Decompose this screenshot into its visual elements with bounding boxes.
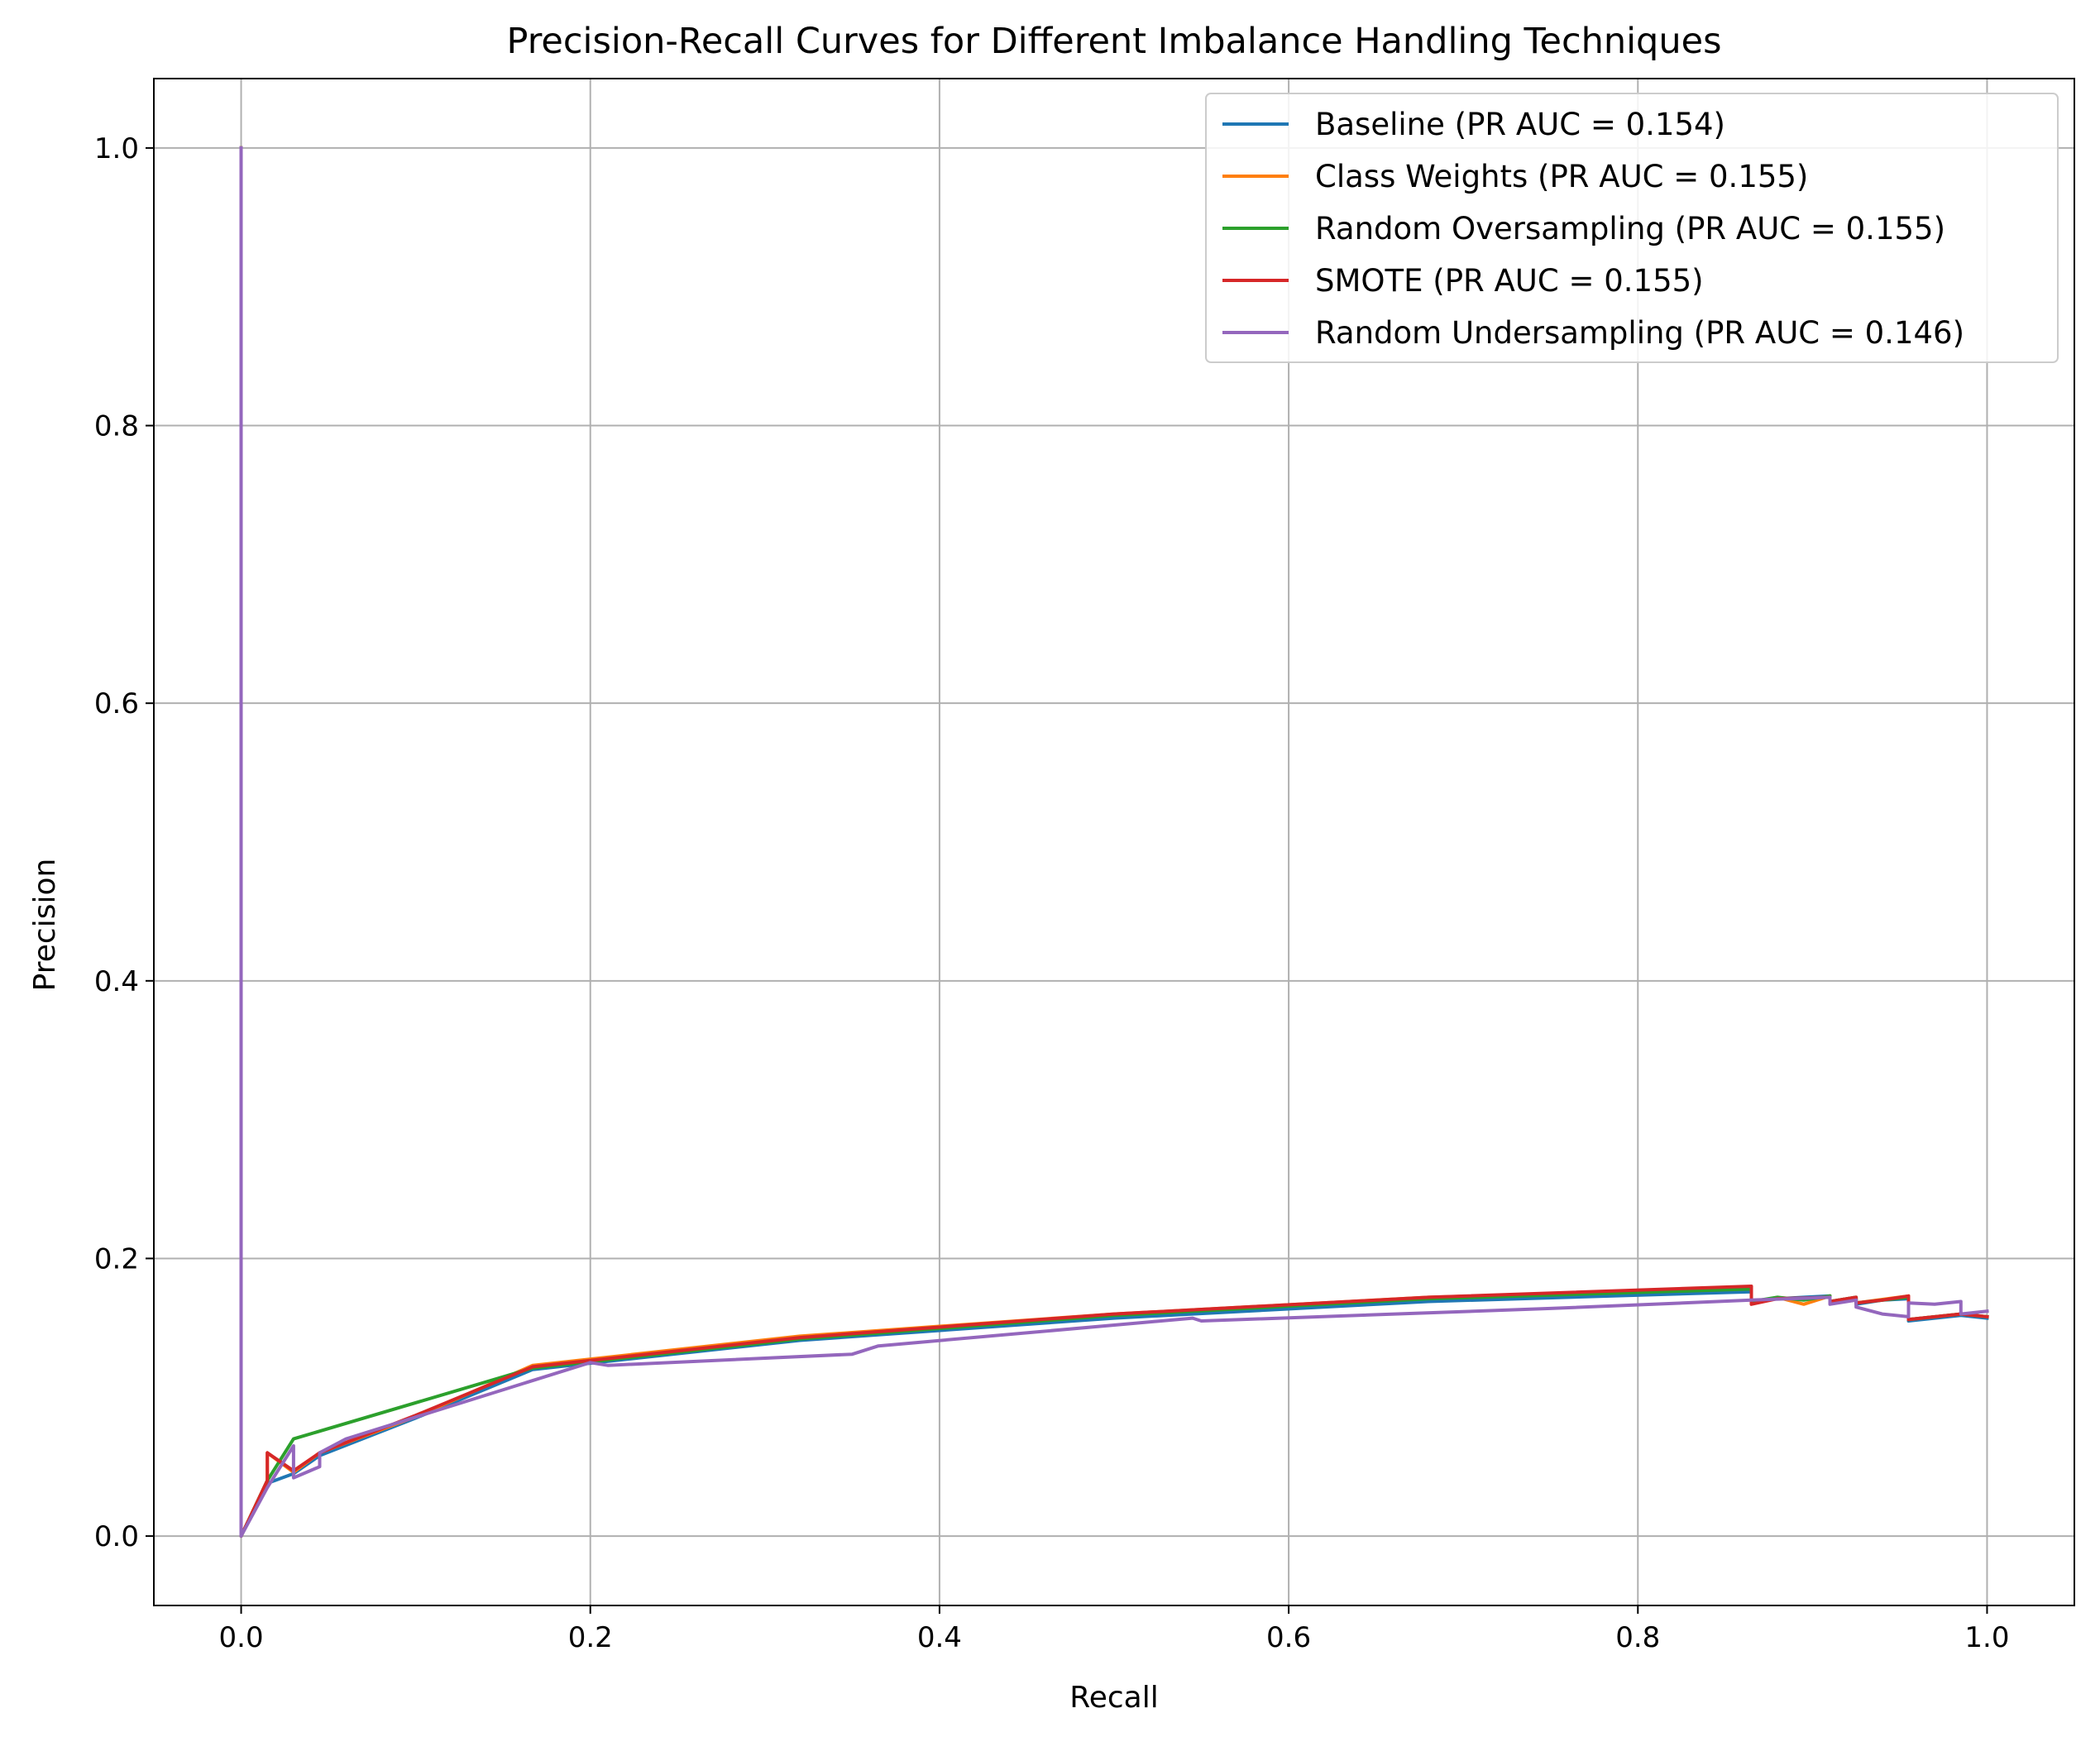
x-tick-label: 0.4	[917, 1621, 962, 1654]
series-lines	[239, 146, 1989, 1538]
y-tick-label: 0.2	[94, 1242, 139, 1275]
x-tick-label: 1.0	[1964, 1621, 2009, 1654]
legend-label: SMOTE (PR AUC = 0.155)	[1315, 263, 1704, 299]
x-tick-label: 0.0	[219, 1621, 264, 1654]
legend-label: Class Weights (PR AUC = 0.155)	[1315, 159, 1808, 194]
legend-label: Random Undersampling (PR AUC = 0.146)	[1315, 315, 1964, 351]
axis-ticks: 0.0 0.2 0.4 0.6 0.8 1.0 0.0 0.2 0.4 0.6 0.8 1.0	[94, 132, 2010, 1654]
x-tick-label: 0.8	[1615, 1621, 1660, 1654]
y-tick-label: 0.0	[94, 1520, 139, 1553]
grid	[154, 79, 2074, 1605]
chart-title: Precision-Recall Curves for Different Im…	[507, 21, 1722, 62]
legend-label: Random Oversampling (PR AUC = 0.155)	[1315, 211, 1945, 246]
y-tick-label: 0.6	[94, 687, 139, 720]
series-line	[239, 146, 1989, 1538]
series-line	[239, 146, 1989, 1538]
y-tick-label: 0.8	[94, 410, 139, 443]
x-tick-label: 0.6	[1266, 1621, 1311, 1654]
legend-label: Baseline (PR AUC = 0.154)	[1315, 107, 1725, 142]
y-axis-title: Precision	[28, 859, 62, 992]
x-axis-title: Recall	[1069, 1681, 1158, 1715]
legend-box	[1205, 93, 2059, 363]
legend: Baseline (PR AUC = 0.154) Class Weights (…	[1205, 93, 2059, 363]
plot-frame	[153, 78, 2075, 1606]
x-tick-label: 0.2	[568, 1621, 613, 1654]
y-tick-label: 1.0	[94, 132, 139, 165]
y-tick-label: 0.4	[94, 965, 139, 998]
